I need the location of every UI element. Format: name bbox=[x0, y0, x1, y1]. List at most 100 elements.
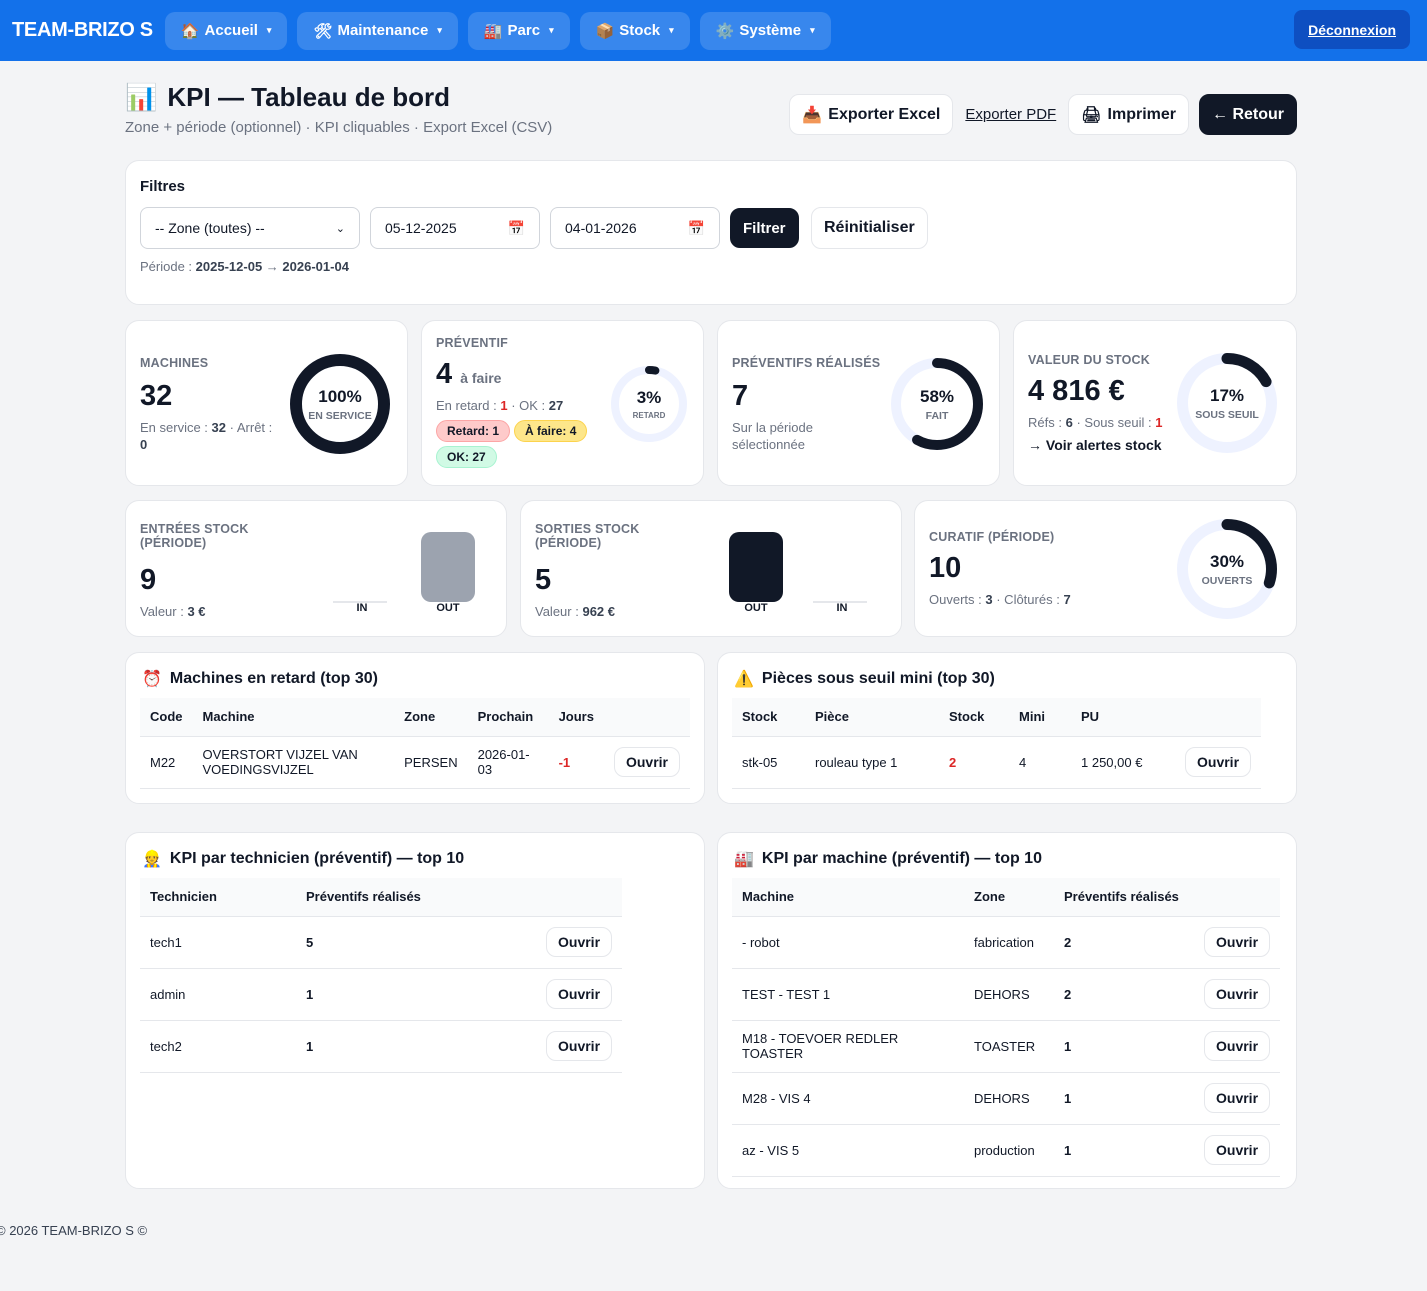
chevron-down-icon: ⌄ bbox=[335, 222, 345, 235]
open-button[interactable]: Ouvrir bbox=[1204, 1135, 1271, 1165]
page-subtitle: Zone + période (optionnel) · KPI cliquab… bbox=[125, 119, 553, 136]
bar-in bbox=[813, 601, 867, 603]
footer: © 2026 TEAM-BRIZO S © bbox=[0, 1223, 148, 1238]
logout-button[interactable]: Déconnexion bbox=[1294, 10, 1410, 49]
cell-zone: DEHORS bbox=[964, 1072, 1054, 1125]
cell-name: - robot bbox=[732, 916, 964, 969]
date-to-input[interactable]: 04-01-2026 📅 bbox=[550, 207, 720, 249]
donut-label: En service bbox=[308, 409, 372, 422]
open-button[interactable]: Ouvrir bbox=[546, 1031, 613, 1061]
kpi-stock-value[interactable]: Valeur du stock 4 816 € Réfs : 6 · Sous … bbox=[1013, 320, 1297, 486]
caret-down-icon: ▾ bbox=[669, 25, 674, 35]
nav-stock[interactable]: 📦 Stock ▾ bbox=[579, 11, 690, 50]
cell-name: tech2 bbox=[140, 1020, 296, 1073]
cell-count: 1 bbox=[296, 968, 536, 1021]
realises-donut: 58% Fait bbox=[891, 358, 983, 450]
open-button[interactable]: Ouvrir bbox=[1185, 747, 1252, 777]
bar-label: OUT bbox=[744, 602, 768, 614]
kpi-stock-out[interactable]: Sorties stock (période) 5 Valeur : 962 €… bbox=[520, 500, 902, 637]
open-button[interactable]: Ouvrir bbox=[1204, 1031, 1271, 1061]
open-button[interactable]: Ouvrir bbox=[613, 747, 680, 777]
kpi-curatif[interactable]: Curatif (période) 10 Ouverts : 3 · Clôtu… bbox=[914, 500, 1297, 637]
low-stock-table: Stock Pièce Stock Mini PU stk-05 rouleau type … bbox=[732, 698, 1262, 789]
cell-zone: fabrication bbox=[964, 916, 1054, 969]
stock-alerts-link[interactable]: → Voir alertes stock bbox=[1028, 437, 1162, 453]
cell-code: M22 bbox=[140, 736, 193, 789]
alarm-clock-icon: ⏰ bbox=[142, 671, 162, 688]
donut-percent: 100% bbox=[318, 386, 362, 406]
nav-système[interactable]: ⚙️ Système ▾ bbox=[699, 11, 831, 50]
export-excel-button[interactable]: 📥 Exporter Excel bbox=[789, 94, 954, 135]
donut-percent: 30% bbox=[1209, 551, 1245, 571]
cell-name: TEST - TEST 1 bbox=[732, 968, 964, 1021]
cell-count: 2 bbox=[1054, 916, 1194, 969]
column-header: Machine bbox=[192, 698, 395, 737]
print-button[interactable]: 🖨 Imprimer bbox=[1068, 94, 1189, 135]
kpi-sub: Valeur : 962 € bbox=[535, 604, 616, 619]
cell-pu: 1 250,00 € bbox=[1071, 736, 1175, 789]
cell-zone: DEHORS bbox=[964, 968, 1054, 1021]
back-button[interactable]: ← Retour bbox=[1199, 94, 1297, 135]
column-header: Prochain bbox=[467, 698, 549, 737]
bar-label: IN bbox=[356, 602, 368, 614]
card-title: Machines en retard (top 30) bbox=[169, 670, 378, 687]
open-button[interactable]: Ouvrir bbox=[546, 927, 613, 957]
kpi-stock-in[interactable]: Entrées stock (période) 9 Valeur : 3 € I… bbox=[125, 500, 507, 637]
table-row: M18 - TOEVOER REDLER TOASTER TOASTER 1 Ouvr… bbox=[732, 1020, 1281, 1073]
kpi-preventifs-realises[interactable]: Préventifs réalisés 7 Sur la période sél… bbox=[717, 320, 1000, 486]
cell-name: M28 - VIS 4 bbox=[732, 1072, 964, 1125]
open-button[interactable]: Ouvrir bbox=[1204, 979, 1271, 1009]
nav-maintenance[interactable]: 🛠 Maintenance ▾ bbox=[297, 11, 458, 50]
nav-label: Maintenance bbox=[337, 22, 429, 39]
kpi-value: 32 bbox=[140, 380, 173, 412]
kpi-unit: à faire bbox=[460, 370, 502, 386]
machines-donut: 100% En service bbox=[290, 354, 390, 454]
bar-label: OUT bbox=[436, 602, 460, 614]
nav-icon: 🏭 bbox=[483, 22, 503, 40]
reset-button[interactable]: Réinitialiser bbox=[811, 207, 928, 249]
nav-parc[interactable]: 🏭 Parc ▾ bbox=[467, 11, 570, 50]
nav-label: Parc bbox=[507, 22, 541, 39]
open-button[interactable]: Ouvrir bbox=[1204, 1083, 1271, 1113]
cell-ref: stk-05 bbox=[732, 736, 805, 789]
nav-icon: ⚙️ bbox=[715, 22, 735, 40]
donut-arc bbox=[1177, 353, 1277, 453]
nav-accueil[interactable]: 🏠 Accueil ▾ bbox=[164, 11, 288, 50]
cell-zone: PERSEN bbox=[394, 736, 468, 789]
nav-label: Stock bbox=[619, 22, 661, 39]
column-header: Stock bbox=[939, 698, 1009, 737]
open-button[interactable]: Ouvrir bbox=[546, 979, 613, 1009]
column-header: Technicien bbox=[140, 878, 296, 917]
filter-button[interactable]: Filtrer bbox=[730, 208, 799, 248]
export-pdf-link[interactable]: Exporter PDF bbox=[965, 106, 1057, 123]
page-header: 📊 KPI — Tableau de bord Zone + période (o… bbox=[125, 82, 1297, 142]
cell-count: 1 bbox=[296, 1020, 536, 1073]
donut-arc bbox=[611, 366, 687, 442]
printer-icon: 🖨 bbox=[1081, 106, 1102, 124]
column-header: Jours bbox=[548, 698, 604, 737]
date-from-input[interactable]: 05-12-2025 📅 bbox=[370, 207, 540, 249]
cell-zone: TOASTER bbox=[964, 1020, 1054, 1073]
zone-value: -- Zone (toutes) -- bbox=[155, 220, 265, 236]
caret-down-icon: ▾ bbox=[437, 25, 442, 35]
column-header: Préventifs réalisés bbox=[1054, 878, 1194, 917]
kpi-sub: Réfs : 6 · Sous seuil : 1 bbox=[1028, 415, 1163, 430]
late-machines-table: Code Machine Zone Prochain Jours M22 OVERSTORT… bbox=[140, 698, 690, 789]
donut-label: Fait bbox=[925, 409, 949, 422]
cell-count: 5 bbox=[296, 916, 536, 969]
column-header: PU bbox=[1071, 698, 1175, 737]
date-from-value: 05-12-2025 bbox=[385, 220, 457, 236]
donut-label: Ouverts bbox=[1201, 574, 1253, 587]
kpi-machines[interactable]: Machines 32 En service : 32 · Arrêt : 0 … bbox=[125, 320, 408, 486]
open-button[interactable]: Ouvrir bbox=[1204, 927, 1271, 957]
nav-label: Système bbox=[739, 22, 802, 39]
zone-select[interactable]: -- Zone (toutes) -- ⌄ bbox=[140, 207, 360, 249]
cell-count: 1 bbox=[1054, 1072, 1194, 1125]
brand[interactable]: TEAM-BRIZO S bbox=[12, 19, 153, 41]
kpi-label: Sorties stock (période) bbox=[535, 522, 640, 550]
chart-icon: 📊 bbox=[125, 82, 158, 112]
kpi-value: 9 bbox=[140, 564, 157, 596]
kpi-preventif[interactable]: Préventif 4 à faire En retard : 1 · OK :… bbox=[421, 320, 704, 486]
nav-icon: 🏠 bbox=[180, 22, 200, 40]
